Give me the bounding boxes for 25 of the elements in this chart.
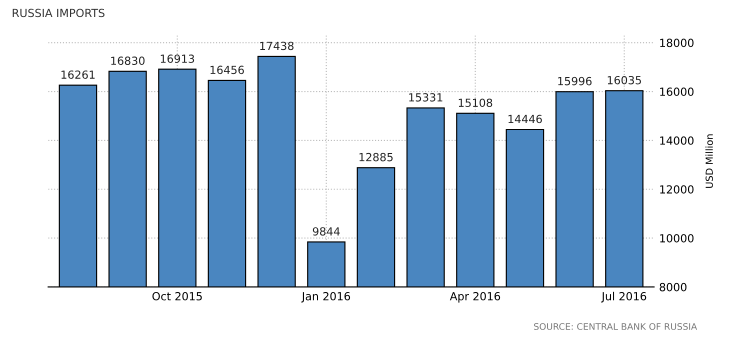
y-axis-title: USD Million [705,134,713,188]
y-tick-label: 10000 [660,234,694,242]
data-label: 14446 [508,114,542,124]
x-tick-label: Jan 2016 [301,292,350,302]
data-label: 16913 [160,54,194,63]
x-tick-label: Apr 2016 [450,292,500,303]
data-label: 15331 [409,93,442,102]
data-label: 16261 [62,70,95,79]
data-label: 12885 [360,152,393,162]
data-label: 15996 [558,76,592,86]
data-label: 16035 [608,76,641,84]
y-tick-label: 8000 [660,282,686,292]
data-label: 16830 [111,56,145,65]
source-note: SOURCE: CENTRAL BANK OF RUSSIA [534,323,698,330]
y-tick-label: 16000 [660,88,694,96]
y-tick-label: 14000 [660,136,694,145]
data-label: 17438 [260,42,294,50]
y-tick-label: 18000 [660,38,694,48]
x-tick-label: Oct 2015 [152,292,202,300]
chart-title: RUSSIA IMPORTS [12,8,104,18]
data-label: 9844 [312,227,340,236]
data-label: 15108 [458,98,492,108]
y-tick-label: 12000 [660,185,694,194]
data-label: 16456 [210,66,244,74]
x-tick-label: Jul 2016 [601,292,646,302]
